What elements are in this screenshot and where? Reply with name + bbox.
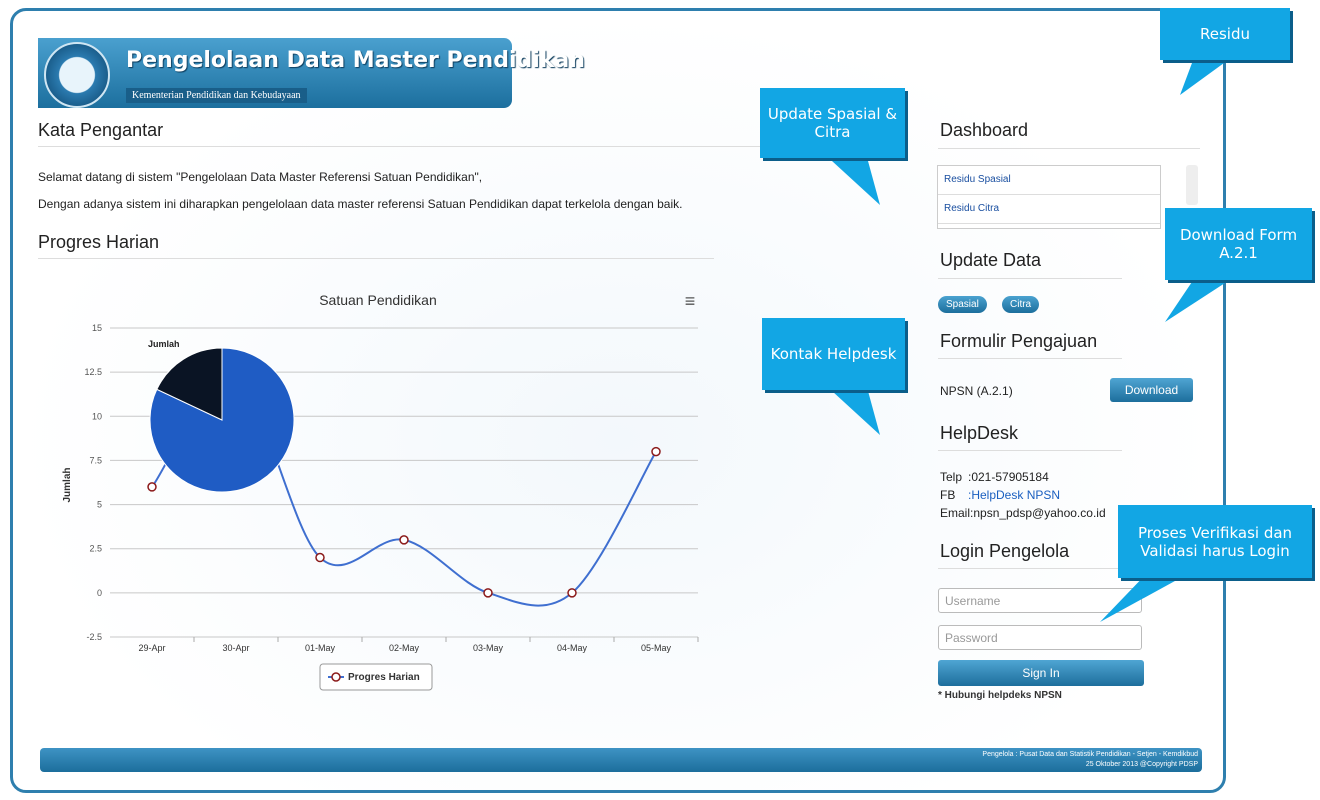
page: Pengelolaan Data Master Pendidikan {"hea… — [0, 0, 1320, 800]
callout: Download Form A.2.1 — [1165, 208, 1312, 280]
callout: Kontak Helpdesk — [762, 318, 905, 390]
callout-tail — [820, 150, 880, 205]
callout-tails — [0, 0, 1320, 800]
callout: Proses Verifikasi dan Validasi harus Log… — [1118, 505, 1312, 578]
callout: Update Spasial & Citra — [760, 88, 905, 158]
callout: Residu — [1160, 8, 1290, 60]
callout-tail — [1180, 55, 1235, 95]
body: Pengelolaan Data Master Pendidikan Kemen… — [0, 0, 1320, 800]
